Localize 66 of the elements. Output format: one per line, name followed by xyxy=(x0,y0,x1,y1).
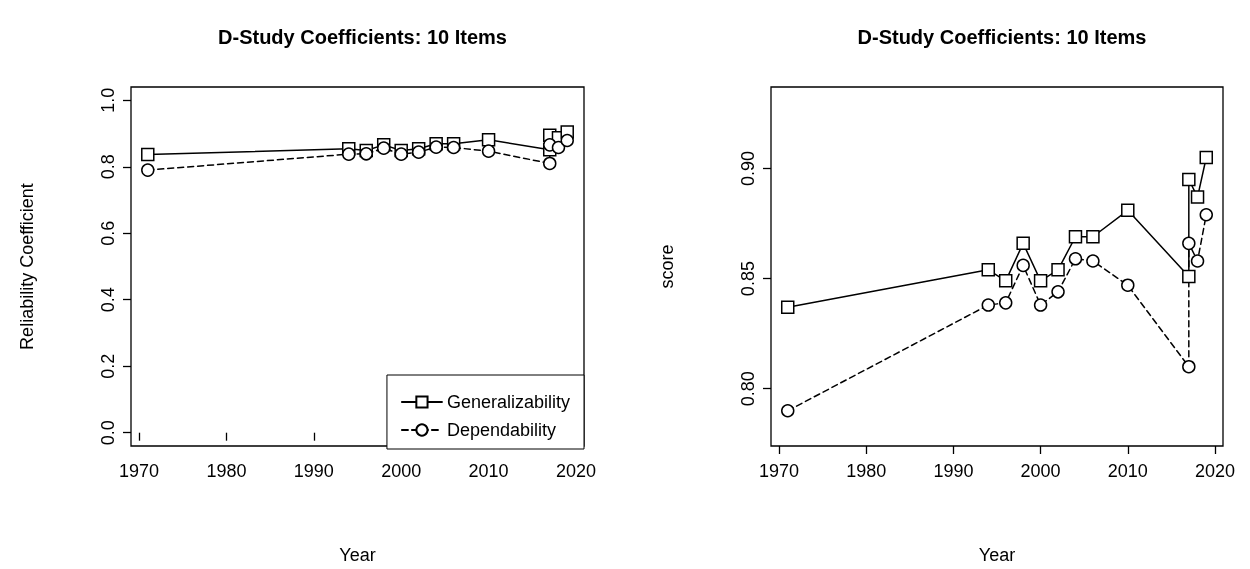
point xyxy=(481,144,496,158)
x-tick-label: 2000 xyxy=(381,461,422,481)
x-tick-label: 2000 xyxy=(1020,461,1061,481)
x-tick-label: 1970 xyxy=(759,461,800,481)
point xyxy=(1033,274,1048,288)
x-tick-label: 1990 xyxy=(933,461,974,481)
point xyxy=(446,140,461,155)
y-axis-title: score xyxy=(657,244,677,289)
point xyxy=(1051,263,1065,277)
point xyxy=(560,133,574,148)
point xyxy=(1190,254,1205,268)
point xyxy=(1182,269,1196,284)
point xyxy=(1086,254,1100,268)
point xyxy=(551,140,566,155)
point xyxy=(1051,285,1065,299)
point xyxy=(359,147,373,161)
point xyxy=(1068,230,1083,244)
y-axis-title: Reliability Coefficient xyxy=(17,183,37,350)
point xyxy=(481,133,496,147)
point xyxy=(1182,359,1196,374)
x-tick-label: 1970 xyxy=(119,461,160,481)
point xyxy=(981,298,996,312)
x-tick-label: 2010 xyxy=(468,461,509,481)
y-tick-label: 0.90 xyxy=(738,150,758,187)
point xyxy=(1121,278,1135,292)
point xyxy=(1199,208,1214,222)
y-tick-label: 0.2 xyxy=(98,353,118,379)
x-tick-label: 1980 xyxy=(846,461,887,481)
point xyxy=(1016,258,1030,273)
point xyxy=(998,296,1013,310)
chart-title: D-Study Coefficients: 10 Items xyxy=(218,26,507,48)
point xyxy=(1199,150,1214,165)
point xyxy=(780,300,795,314)
x-tick-label: 2020 xyxy=(1194,461,1235,481)
point xyxy=(543,156,557,171)
point xyxy=(981,263,996,277)
y-tick-label: 0.8 xyxy=(98,154,118,180)
point xyxy=(998,274,1013,288)
x-axis-title: Year xyxy=(978,545,1016,565)
x-tick-label: 2010 xyxy=(1107,461,1148,481)
x-axis-title: Year xyxy=(339,545,376,565)
x-tick-label: 1980 xyxy=(206,461,247,481)
legend-label: Generalizability xyxy=(446,392,571,412)
point xyxy=(1182,172,1196,187)
y-tick-label: 0.4 xyxy=(98,287,118,313)
x-tick-label: 1990 xyxy=(293,461,334,481)
y-tick-label: 0.0 xyxy=(98,420,118,446)
point xyxy=(342,147,356,161)
point xyxy=(1121,203,1135,218)
point xyxy=(781,404,795,418)
y-tick-label: 0.85 xyxy=(738,261,758,297)
y-tick-label: 1.0 xyxy=(98,87,118,113)
legend-label: Dependability xyxy=(446,420,557,440)
point xyxy=(1068,252,1083,266)
point xyxy=(394,147,408,161)
point xyxy=(1182,236,1196,251)
point xyxy=(1016,236,1030,251)
point xyxy=(141,163,155,177)
chart-title: D-Study Coefficients: 10 Items xyxy=(857,26,1147,48)
y-tick-label: 0.80 xyxy=(738,371,758,407)
point xyxy=(1033,298,1048,312)
x-tick-label: 2020 xyxy=(555,461,596,481)
point xyxy=(1086,230,1100,244)
point xyxy=(1190,190,1205,204)
y-tick-label: 0.6 xyxy=(98,220,118,246)
point xyxy=(141,147,155,162)
